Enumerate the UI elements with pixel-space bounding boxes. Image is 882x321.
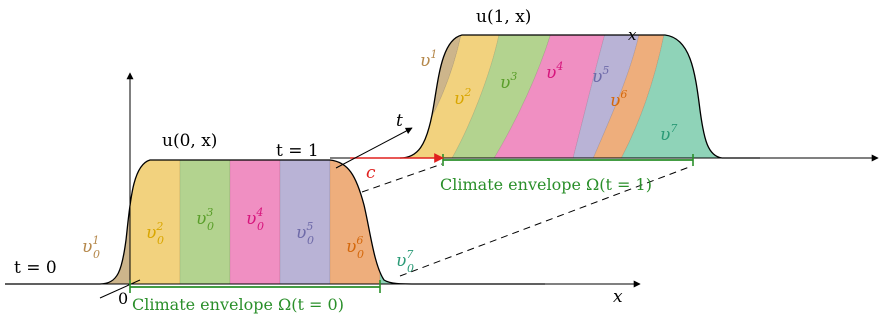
species-t1-label-base: υ <box>420 51 430 71</box>
label-t-axis: t <box>396 111 403 131</box>
species-t0-label-subscript: 0 <box>257 220 264 233</box>
species-t0-label-v2: υ2 0 <box>146 220 164 247</box>
band-t1-v6 <box>587 35 666 158</box>
dashed-map-right <box>399 165 693 277</box>
dashed-map-left <box>361 163 443 193</box>
t-axis-origin <box>99 279 141 299</box>
species-t0-label-base: υ <box>296 223 306 243</box>
species-t1-label-superscript: 1 <box>430 48 437 61</box>
species-t1-label-superscript: 5 <box>602 64 609 77</box>
species-t1-label-superscript: 3 <box>510 70 517 83</box>
species-t0-label-subscript: 0 <box>407 262 414 275</box>
band-t1-v3 <box>444 35 553 158</box>
species-t0-label-superscript: 6 <box>356 234 363 247</box>
species-t1-label-superscript: 4 <box>555 60 563 73</box>
species-t0-label-superscript: 4 <box>255 206 263 219</box>
species-t0-label-v7: υ7 0 <box>396 248 414 275</box>
species-t0-label-v1: υ1 0 <box>82 234 100 261</box>
species-t0-label-superscript: 5 <box>306 220 313 233</box>
label-envelope-t1: Climate envelope Ω(t = 1) <box>440 175 652 194</box>
species-t1-label-v6: υ6 <box>610 88 627 111</box>
label-speed: c <box>366 163 376 183</box>
band-t1-v4 <box>486 35 607 158</box>
species-t0-label-v3: υ3 0 <box>196 206 214 233</box>
species-t1-label-v7: υ7 <box>660 122 677 145</box>
band-t1-v7 <box>614 35 722 158</box>
curve-u1 <box>399 34 760 159</box>
label-x-axis: x <box>613 287 623 307</box>
species-t1-label-v5: υ5 <box>592 64 609 87</box>
species-t0-label-superscript: 7 <box>406 248 413 261</box>
species-t0-label-superscript: 1 <box>92 234 99 247</box>
label-u0: u(0, x) <box>162 131 217 151</box>
species-t0-label-subscript: 0 <box>357 248 364 261</box>
species-t1-label-v1: υ1 <box>420 48 437 71</box>
curve-u0 <box>5 159 545 285</box>
species-t0-label-subscript: 0 <box>307 234 314 247</box>
band-t0-v5 <box>279 160 331 284</box>
label-envelope-t0: Climate envelope Ω(t = 0) <box>132 295 344 314</box>
t-axis-arrow <box>335 127 413 169</box>
profile-t1 <box>330 34 879 166</box>
species-t0-label-v6: υ6 0 <box>346 234 364 261</box>
label-t0: t = 0 <box>14 258 57 278</box>
species-t0-label-base: υ <box>396 251 406 271</box>
species-t1-label-base: υ <box>454 89 464 109</box>
label-origin: 0 <box>118 289 128 308</box>
species-t1-label-base: υ <box>610 91 620 111</box>
species-t0-label-v5: υ5 0 <box>296 220 314 247</box>
label-x-axis-t1: x <box>628 26 637 44</box>
species-t0-label-subscript: 0 <box>207 220 214 233</box>
species-t0-label-base: υ <box>346 237 356 257</box>
species-t1-label-superscript: 6 <box>620 88 627 101</box>
species-t0-label-base: υ <box>246 209 256 229</box>
species-t1-label-superscript: 7 <box>670 122 677 135</box>
species-t0-label-superscript: 3 <box>206 206 213 219</box>
species-t0-label-subscript: 0 <box>93 248 100 261</box>
species-labels-t0: υ1 0υ2 0υ3 0 υ4 0 υ5 0 υ6 0 υ7 0 <box>82 206 414 275</box>
band-t0-v2 <box>129 160 181 284</box>
species-t0-label-v4: υ4 0 <box>246 206 264 233</box>
label-u1: u(1, x) <box>476 7 531 27</box>
band-t0-v4 <box>229 160 281 284</box>
species-t0-label-subscript: 0 <box>157 234 164 247</box>
species-t0-label-superscript: 2 <box>155 220 163 233</box>
species-t1-label-superscript: 2 <box>463 86 471 99</box>
species-t0-label-base: υ <box>82 237 92 257</box>
species-t1-label-v2: υ2 <box>454 86 471 109</box>
label-t1: t = 1 <box>276 141 319 161</box>
species-t1-label-base: υ <box>500 73 510 93</box>
species-t1-label-v4: υ4 <box>546 60 563 83</box>
species-t0-label-base: υ <box>146 223 156 243</box>
species-t1-label-base: υ <box>546 63 556 83</box>
bands-t1 <box>400 35 722 158</box>
species-t1-label-base: υ <box>660 125 670 145</box>
species-t1-label-v3: υ3 <box>500 70 517 93</box>
species-t1-label-base: υ <box>592 67 602 87</box>
species-t0-label-base: υ <box>196 209 206 229</box>
band-t0-v3 <box>179 160 231 284</box>
band-t1-v5 <box>569 35 641 158</box>
